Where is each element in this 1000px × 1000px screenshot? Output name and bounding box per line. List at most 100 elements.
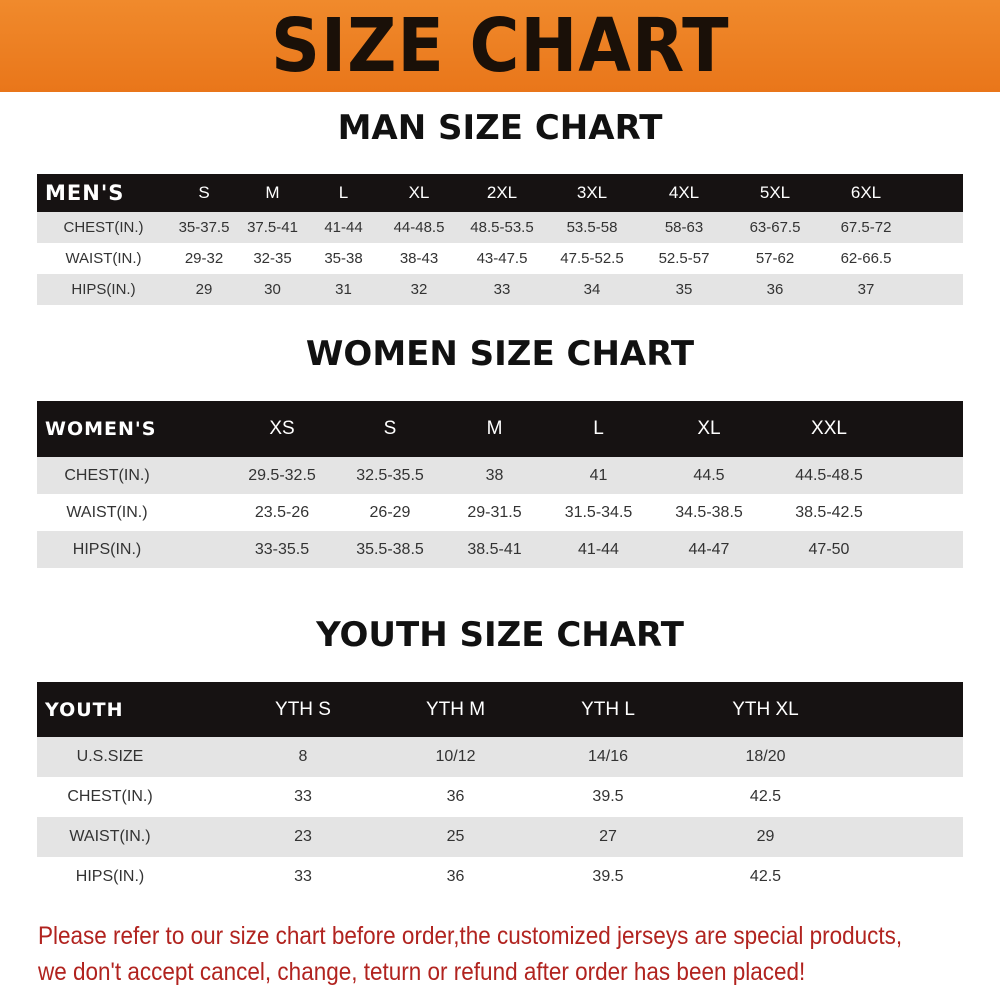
size-column-header: M xyxy=(265,183,280,202)
measurement-cell: 8 xyxy=(298,748,308,765)
measurement-cell: 41 xyxy=(589,466,608,484)
measurement-cell: 34 xyxy=(583,281,601,298)
measurement-cell: 36 xyxy=(766,281,784,298)
measurement-cell: 10/12 xyxy=(435,748,476,765)
row-label: HIPS(IN.) xyxy=(75,868,145,885)
measurement-cell: 41-44 xyxy=(578,540,619,558)
measurement-cell: 38-43 xyxy=(399,250,439,267)
size-column-header: YTH XL xyxy=(732,698,799,720)
measurement-cell: 29-32 xyxy=(184,250,224,267)
size-column-header: 4XL xyxy=(668,183,700,202)
row-label: HIPS(IN.) xyxy=(71,281,136,298)
measurement-cell: 31.5-34.5 xyxy=(564,503,633,521)
row-label: HIPS(IN.) xyxy=(72,540,142,558)
size-column-header: YTH M xyxy=(425,698,486,720)
table-header-row: YOUTH YTH S YTH M YTH L YTH XL xyxy=(37,682,963,737)
table-row: CHEST(IN.) 29.5-32.5 32.5-35.5 38 41 44.5 44.5… xyxy=(37,457,963,494)
row-label: WAIST(IN.) xyxy=(69,828,151,845)
measurement-cell: 32 xyxy=(410,281,428,298)
table-row: HIPS(IN.) 33-35.5 35.5-38.5 38.5-41 41-44 44-… xyxy=(37,531,963,568)
youth-section-title: YOUTH SIZE CHART xyxy=(316,615,684,655)
order-notice: Please refer to our size chart before or… xyxy=(38,918,979,990)
size-column-header: XS xyxy=(269,418,295,439)
measurement-cell: 31 xyxy=(335,281,352,298)
row-label: U.S.SIZE xyxy=(76,748,144,765)
measurement-cell: 47-50 xyxy=(808,540,850,558)
row-label: CHEST(IN.) xyxy=(63,219,144,236)
measurement-cell: 35-37.5 xyxy=(178,219,230,236)
row-label: CHEST(IN.) xyxy=(67,788,153,805)
size-column-header: S xyxy=(383,418,397,439)
measurement-cell: 29.5-32.5 xyxy=(248,466,316,484)
size-column-header: M xyxy=(486,418,503,439)
measurement-cell: 38.5-41 xyxy=(467,540,522,558)
measurement-cell: 14/16 xyxy=(587,748,629,765)
table-header-row: MEN'S S M L XL 2XL 3XL 4XL 5XL 6XL xyxy=(37,174,963,212)
size-column-header: XXL xyxy=(811,418,847,439)
men-size-table: MEN'S S M L XL 2XL 3XL 4XL 5XL 6XL CHEST(IN.) 35-37… xyxy=(37,174,963,305)
size-column-header: 3XL xyxy=(576,183,608,202)
measurement-cell: 41-44 xyxy=(324,219,363,236)
measurement-cell: 36 xyxy=(446,788,465,805)
measurement-cell: 35 xyxy=(675,281,693,298)
measurement-cell: 63-67.5 xyxy=(749,219,801,236)
measurement-cell: 35.5-38.5 xyxy=(356,540,424,558)
order-notice-line-2: we don't accept cancel, change, teturn o… xyxy=(38,958,806,986)
measurement-cell: 62-66.5 xyxy=(840,250,892,267)
measurement-cell: 33 xyxy=(294,868,312,885)
table-header-label: MEN'S xyxy=(45,181,125,205)
table-row: WAIST(IN.) 23 25 27 29 xyxy=(37,817,963,857)
measurement-cell: 47.5-52.5 xyxy=(560,250,624,267)
measurement-cell: 42.5 xyxy=(749,868,782,885)
measurement-cell: 37.5-41 xyxy=(247,219,298,236)
table-row: WAIST(IN.) 23.5-26 26-29 29-31.5 31.5-34.5 34… xyxy=(37,494,963,531)
size-column-header: XL xyxy=(408,183,430,202)
measurement-cell: 29 xyxy=(756,828,775,845)
women-section-title: WOMEN SIZE CHART xyxy=(305,334,695,374)
measurement-cell: 35-38 xyxy=(324,250,363,267)
table-row: HIPS(IN.) 29 30 31 32 33 34 35 36 37 xyxy=(37,274,963,305)
measurement-cell: 53.5-58 xyxy=(566,219,618,236)
women-size-table: WOMEN'S XS S M L XL XXL CHEST(IN.) 29.5-32.5 32.5… xyxy=(37,401,963,568)
row-label: WAIST(IN.) xyxy=(65,250,142,267)
measurement-cell: 34.5-38.5 xyxy=(675,503,743,521)
measurement-cell: 39.5 xyxy=(592,868,624,885)
measurement-cell: 26-29 xyxy=(369,503,411,521)
measurement-cell: 25 xyxy=(446,828,465,845)
row-label: CHEST(IN.) xyxy=(64,466,150,484)
size-column-header: 6XL xyxy=(850,183,882,202)
men-section-title: MAN SIZE CHART xyxy=(337,108,663,148)
table-row: CHEST(IN.) 33 36 39.5 42.5 xyxy=(37,777,963,817)
measurement-cell: 67.5-72 xyxy=(840,219,892,236)
measurement-cell: 38.5-42.5 xyxy=(795,503,863,521)
measurement-cell: 36 xyxy=(446,868,465,885)
row-label: WAIST(IN.) xyxy=(66,503,148,521)
size-column-header: S xyxy=(198,183,210,202)
table-row: WAIST(IN.) 29-32 32-35 35-38 38-43 43-47.5 47.… xyxy=(37,243,963,274)
size-column-header: XL xyxy=(697,418,721,439)
measurement-cell: 38 xyxy=(485,466,504,484)
measurement-cell: 23 xyxy=(294,828,312,845)
table-row: CHEST(IN.) 35-37.5 37.5-41 41-44 44-48.5 48.5… xyxy=(37,212,963,243)
measurement-cell: 44-47 xyxy=(688,540,730,558)
size-column-header: L xyxy=(338,183,349,202)
measurement-cell: 33 xyxy=(493,281,511,298)
measurement-cell: 29-31.5 xyxy=(467,503,522,521)
measurement-cell: 48.5-53.5 xyxy=(470,219,534,236)
measurement-cell: 27 xyxy=(599,828,617,845)
measurement-cell: 32-35 xyxy=(253,250,292,267)
measurement-cell: 44.5-48.5 xyxy=(795,466,863,484)
measurement-cell: 30 xyxy=(264,281,281,298)
size-column-header: YTH S xyxy=(275,698,331,720)
measurement-cell: 29 xyxy=(195,281,213,298)
measurement-cell: 44.5 xyxy=(693,466,725,484)
table-header-label: WOMEN'S xyxy=(45,418,157,440)
measurement-cell: 33 xyxy=(294,788,312,805)
page-title: SIZE CHART xyxy=(270,3,730,89)
measurement-cell: 42.5 xyxy=(749,788,782,805)
measurement-cell: 33-35.5 xyxy=(254,540,310,558)
size-column-header: 2XL xyxy=(486,183,518,202)
measurement-cell: 52.5-57 xyxy=(658,250,710,267)
table-row: HIPS(IN.) 33 36 39.5 42.5 xyxy=(37,857,963,897)
table-header-row: WOMEN'S XS S M L XL XXL xyxy=(37,401,963,457)
